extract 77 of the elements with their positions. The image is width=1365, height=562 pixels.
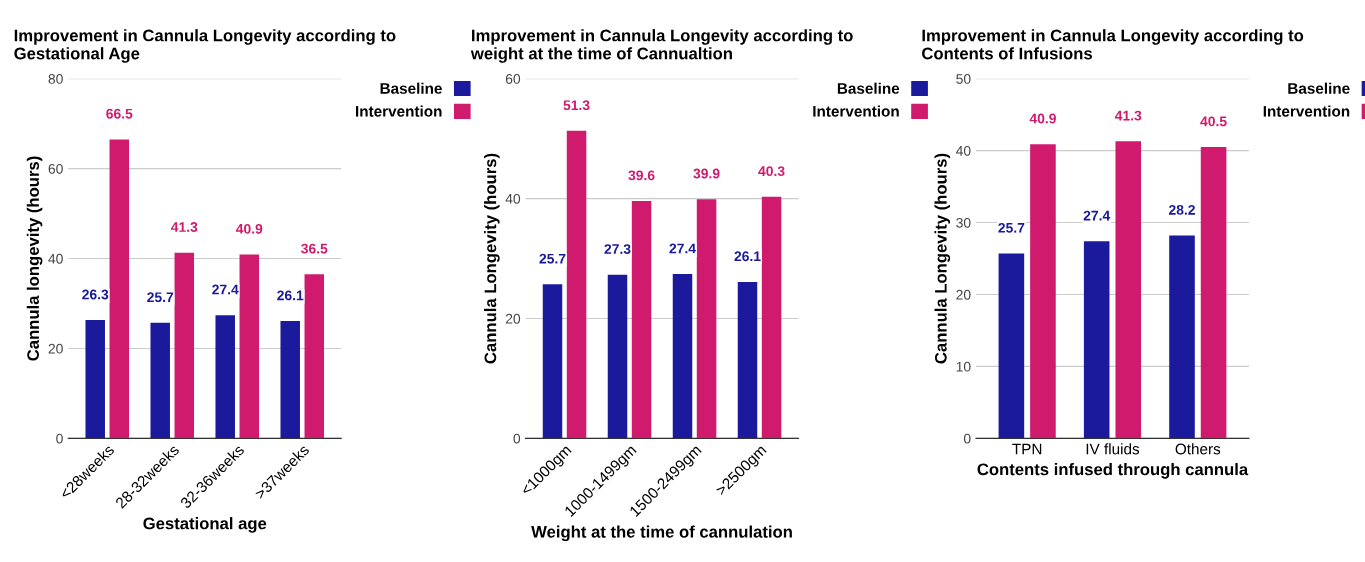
y-tick-label: 0 bbox=[513, 433, 521, 444]
y-tick-label: 60 bbox=[505, 74, 521, 84]
data-label: 27.4 bbox=[669, 243, 696, 254]
data-label: 28.2 bbox=[1168, 204, 1195, 215]
bar bbox=[304, 274, 325, 439]
legend-label: Intervention bbox=[356, 105, 442, 117]
y-tick-label: 20 bbox=[956, 289, 971, 300]
x-axis-title: Contents infused through cannula bbox=[977, 463, 1249, 479]
y-tick-label: 0 bbox=[963, 433, 971, 444]
bar bbox=[672, 274, 693, 439]
data-label: 25.7 bbox=[539, 253, 566, 264]
data-label: 40.3 bbox=[758, 166, 785, 177]
legend-label: Baseline bbox=[837, 82, 900, 94]
bar bbox=[1115, 141, 1142, 439]
y-tick-label: 50 bbox=[956, 74, 971, 84]
data-label: 26.1 bbox=[277, 290, 304, 301]
bar bbox=[1083, 241, 1110, 439]
data-label: 41.3 bbox=[170, 222, 198, 232]
bar bbox=[109, 139, 130, 439]
bar bbox=[737, 281, 758, 439]
bar bbox=[174, 252, 195, 439]
y-tick-label: 60 bbox=[48, 163, 63, 174]
bar bbox=[566, 130, 587, 439]
data-label: 36.5 bbox=[301, 243, 328, 254]
data-label: 26.1 bbox=[734, 251, 761, 262]
y-tick-label: 10 bbox=[956, 361, 971, 372]
bar bbox=[1169, 235, 1195, 439]
bar bbox=[239, 254, 260, 439]
bar bbox=[1200, 147, 1227, 439]
data-label: 26.3 bbox=[82, 289, 109, 300]
legend-label: Intervention bbox=[813, 105, 899, 117]
y-tick-label: 30 bbox=[956, 217, 971, 228]
data-label: 40.9 bbox=[235, 223, 263, 234]
legend-label: Baseline bbox=[380, 82, 442, 94]
y-tick-label: 20 bbox=[48, 343, 63, 354]
data-label: 39.6 bbox=[628, 170, 655, 181]
bar bbox=[607, 274, 628, 439]
bar bbox=[280, 321, 300, 439]
bar bbox=[215, 315, 235, 439]
chart-title: Improvement in Cannula Longevity according to weight at the time of Cannualtion bbox=[470, 29, 853, 63]
data-label: 25.7 bbox=[998, 222, 1025, 233]
y-axis-title: Cannula Longevity (hours) bbox=[934, 153, 951, 364]
y-tick-label: 40 bbox=[955, 145, 971, 156]
y-axis-title: Cannula Longevity (hours) bbox=[484, 153, 500, 364]
x-axis-title: Weight at the time of cannulation bbox=[531, 525, 792, 542]
data-label: 39.9 bbox=[693, 168, 720, 179]
bar bbox=[150, 322, 170, 439]
y-tick-label: 40 bbox=[48, 253, 63, 264]
y-tick-label: 0 bbox=[56, 433, 63, 444]
data-label: 25.7 bbox=[147, 292, 174, 303]
data-label: 40.9 bbox=[1029, 113, 1056, 124]
bar bbox=[542, 284, 563, 439]
data-label: 27.3 bbox=[604, 244, 631, 254]
chart-title: Improvement in Cannula Longevity according to Gestational Age bbox=[14, 29, 396, 63]
data-label: 51.3 bbox=[563, 100, 590, 111]
x-axis-title: Gestational age bbox=[143, 517, 267, 533]
chart-title: Improvement in Cannula Longevity according to Contents of Infusions bbox=[922, 29, 1304, 60]
bar bbox=[998, 253, 1025, 439]
legend-label: Baseline bbox=[1288, 82, 1350, 94]
data-label: 40.5 bbox=[1200, 116, 1227, 127]
x-tick-label: Others bbox=[1175, 443, 1221, 455]
x-tick-label: IV fluids bbox=[1086, 443, 1140, 455]
y-tick-label: 40 bbox=[505, 193, 521, 204]
y-tick-label: 20 bbox=[505, 313, 521, 324]
x-tick-label: TPN bbox=[1012, 443, 1042, 455]
legend-label: Intervention bbox=[1263, 105, 1350, 117]
data-label: 41.3 bbox=[1114, 110, 1142, 121]
y-tick-label: 80 bbox=[48, 74, 63, 84]
bar bbox=[761, 196, 782, 439]
bar bbox=[85, 320, 105, 439]
bar bbox=[631, 200, 652, 439]
data-label: 27.4 bbox=[212, 284, 239, 295]
data-label: 66.5 bbox=[106, 108, 133, 119]
y-axis-title: Cannula longevity (hours) bbox=[26, 156, 43, 361]
bar bbox=[696, 199, 717, 439]
bar bbox=[1030, 144, 1056, 439]
data-label: 27.4 bbox=[1083, 210, 1111, 221]
